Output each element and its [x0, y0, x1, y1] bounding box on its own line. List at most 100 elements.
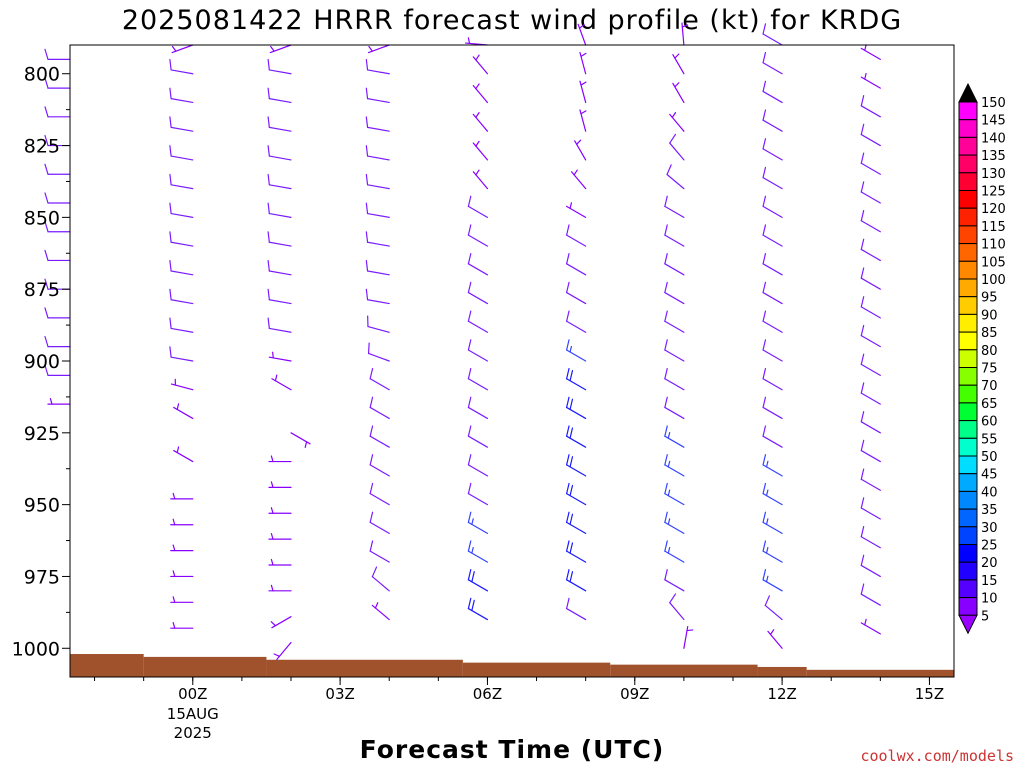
barb-full	[664, 253, 668, 265]
barb-full	[365, 58, 369, 71]
barb-staff	[860, 105, 881, 118]
barb-full	[764, 595, 770, 607]
barb-staff	[366, 69, 390, 75]
barb-half	[765, 575, 769, 583]
wind-barb	[664, 339, 685, 362]
barb-staff	[467, 320, 489, 333]
barb-full	[369, 454, 374, 466]
ground-segment	[266, 659, 463, 677]
wind-barb	[371, 566, 390, 592]
barb-staff	[762, 378, 783, 391]
barb-staff	[664, 234, 685, 247]
wind-barb	[365, 116, 390, 132]
wind-barb	[764, 595, 783, 621]
wind-barb	[664, 281, 685, 305]
wind-barb	[369, 454, 390, 477]
barb-staff	[268, 126, 292, 132]
colorbar-swatch	[958, 420, 978, 439]
x-tick-label: 06Z	[473, 685, 502, 703]
barb-staff	[664, 320, 685, 333]
ground-segment	[806, 669, 954, 677]
wind-barb	[365, 288, 390, 305]
barb-half	[765, 489, 769, 497]
barb-full	[369, 511, 374, 523]
barb-full	[267, 231, 270, 243]
barb-full	[569, 571, 574, 583]
barb-full	[762, 367, 767, 380]
colorbar-label: 65	[981, 397, 998, 412]
wind-barb	[44, 77, 71, 89]
colorbar-swatch	[958, 278, 978, 298]
barb-staff	[467, 464, 489, 477]
barb-full	[762, 425, 767, 437]
barb-staff	[366, 212, 390, 218]
barb-half	[765, 518, 769, 525]
barb-half	[674, 82, 680, 88]
barb-full	[267, 288, 270, 301]
colorbar-label: 30	[981, 521, 998, 536]
barb-half	[171, 45, 177, 52]
barb-staff	[367, 352, 390, 362]
wind-barb	[170, 492, 194, 500]
barb-full	[762, 569, 767, 581]
colorbar-swatch	[958, 331, 978, 351]
wind-barb	[171, 44, 194, 54]
colorbar-swatch	[958, 384, 978, 404]
wind-barb	[169, 202, 194, 218]
barb-staff	[762, 263, 783, 276]
barb-staff	[860, 478, 881, 491]
ground-segment	[462, 662, 611, 677]
barb-half	[270, 507, 274, 514]
wind-barb	[664, 253, 685, 276]
barb-staff	[860, 306, 881, 319]
barb-full	[762, 80, 767, 93]
barb-full	[267, 260, 270, 272]
wind-barb	[762, 310, 783, 333]
wind-barb	[268, 558, 292, 566]
wind-barb	[664, 367, 685, 391]
y-axis: 800 825 850 875 900 925 950 975 1000	[12, 64, 70, 660]
barb-full	[860, 411, 865, 423]
barb-staff	[860, 220, 881, 233]
barb-staff	[762, 205, 783, 218]
barb-staff	[467, 406, 489, 420]
wind-barb	[268, 455, 292, 463]
barb-full	[44, 77, 49, 89]
colorbar-label: 90	[981, 308, 998, 323]
wind-barb	[268, 481, 292, 488]
barb-staff	[268, 299, 292, 305]
colorbar-label: 15	[981, 574, 998, 589]
barb-full	[44, 249, 49, 262]
barb-full	[762, 166, 767, 179]
barb-staff	[366, 126, 390, 132]
barb-half	[765, 460, 769, 468]
wind-barb	[169, 58, 194, 75]
barb-full	[467, 339, 472, 351]
wind-barb	[860, 411, 881, 434]
barb-half	[769, 629, 775, 636]
wind-barb	[467, 195, 489, 218]
wind-barb	[860, 238, 881, 262]
barb-full	[169, 231, 172, 243]
wind-barb	[664, 540, 685, 563]
barb-full	[365, 231, 369, 243]
colorbar-swatch	[958, 172, 978, 192]
wind-barb	[369, 396, 390, 420]
wind-barb	[170, 596, 194, 603]
barb-full	[762, 23, 767, 35]
barb-full	[762, 482, 767, 495]
barb-staff	[366, 184, 390, 190]
colorbar-label: 40	[981, 485, 998, 500]
wind-barb	[579, 51, 587, 75]
colorbar-label: 130	[981, 167, 1006, 182]
barb-full	[267, 173, 270, 186]
wind-barb	[44, 307, 71, 319]
barb-full	[569, 484, 574, 497]
barb-full	[566, 396, 570, 409]
wind-barb	[664, 396, 685, 420]
barb-full	[664, 569, 668, 581]
wind-barb	[669, 133, 685, 161]
credit-text: coolwx.com/models	[860, 747, 1014, 765]
barb-full	[762, 540, 767, 552]
colorbar-label: 25	[981, 539, 998, 554]
